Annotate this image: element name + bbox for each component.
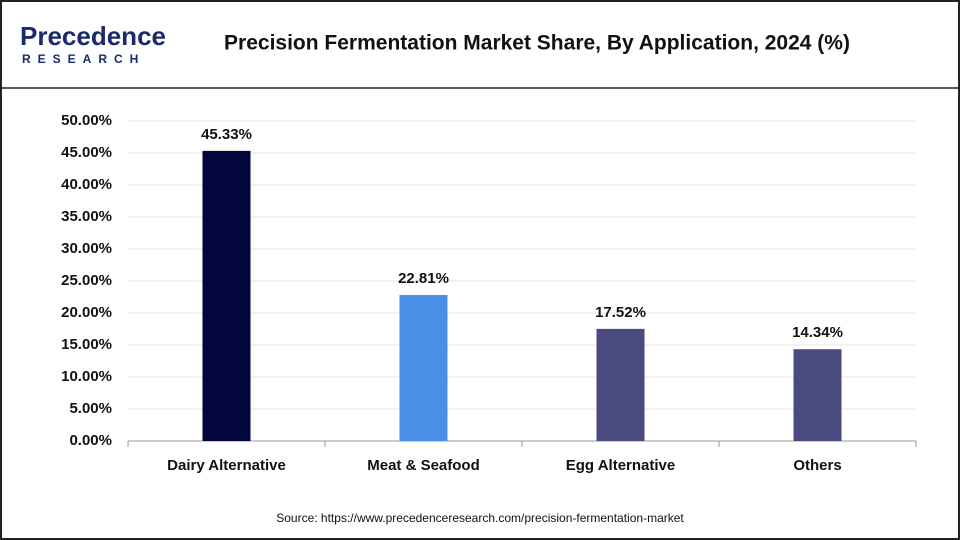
y-tick-label: 50.00% (61, 112, 112, 129)
bar (793, 349, 842, 441)
y-tick-label: 20.00% (61, 304, 112, 321)
value-label: 14.34% (792, 324, 843, 341)
y-tick-label: 10.00% (61, 368, 112, 385)
x-tick-label: Others (793, 457, 841, 474)
y-tick-label: 25.00% (61, 272, 112, 289)
value-label: 45.33% (201, 126, 252, 143)
bar (399, 295, 448, 441)
y-tick-label: 35.00% (61, 208, 112, 225)
bar (596, 328, 645, 441)
y-tick-label: 5.00% (69, 400, 112, 417)
y-tick-label: 40.00% (61, 176, 112, 193)
y-tick-label: 45.00% (61, 144, 112, 161)
y-tick-label: 30.00% (61, 240, 112, 257)
logo-tagline: RESEARCH (22, 52, 145, 66)
x-tick-label: Meat & Seafood (367, 457, 480, 474)
logo-name: Precedence (20, 21, 166, 51)
source: Source: https://www.precedenceresearch.c… (276, 511, 684, 525)
bar (202, 150, 251, 441)
y-tick-label: 15.00% (61, 336, 112, 353)
x-tick-label: Egg Alternative (566, 457, 675, 474)
value-label: 22.81% (398, 270, 449, 287)
x-tick-label: Dairy Alternative (167, 457, 286, 474)
value-label: 17.52% (595, 304, 646, 321)
chart-title: Precision Fermentation Market Share, By … (224, 32, 850, 55)
y-tick-label: 0.00% (69, 432, 112, 449)
